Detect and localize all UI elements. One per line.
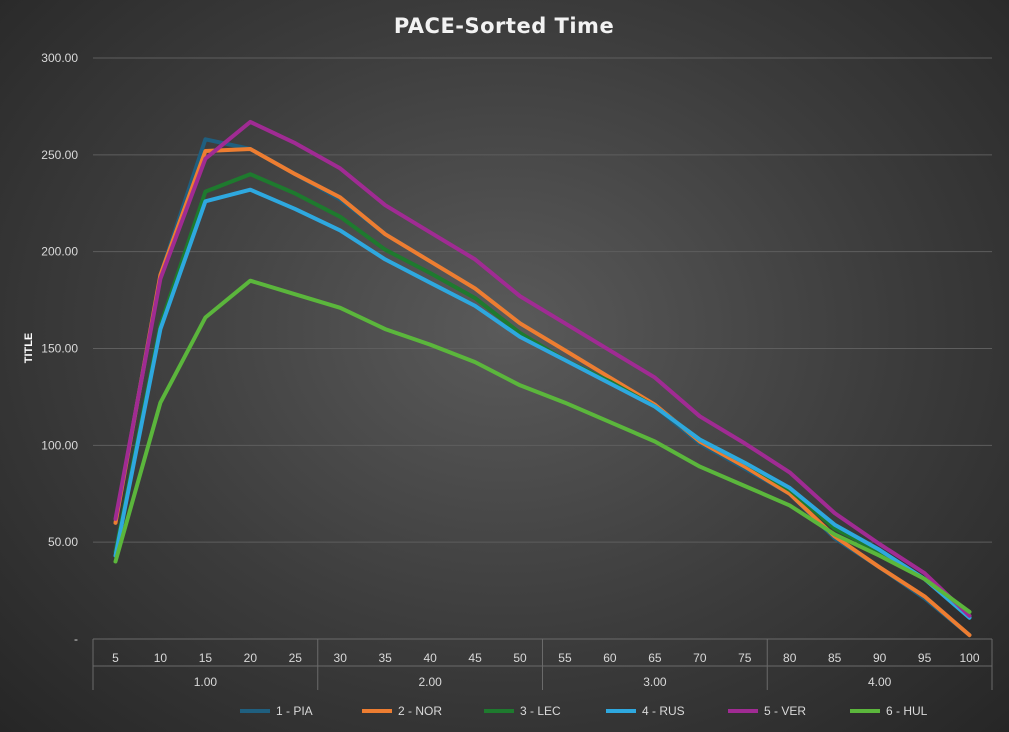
legend: 1 - PIA 2 - NOR 3 - LEC 4 - RUS 5 - VER 6 - H… <box>240 704 928 718</box>
y-tick-label: - <box>74 632 78 646</box>
x-tick-label: 10 <box>154 651 168 665</box>
x-group-label: 1.00 <box>194 675 218 689</box>
legend-label: 1 - PIA <box>276 704 313 718</box>
x-tick-label: 5 <box>112 651 119 665</box>
x-tick-label: 75 <box>738 651 752 665</box>
x-tick-label: 70 <box>693 651 707 665</box>
x-group-label: 4.00 <box>868 675 892 689</box>
y-tick-label: 300.00 <box>41 51 78 65</box>
x-tick-label: 45 <box>468 651 482 665</box>
x-tick-label: 100 <box>960 651 980 665</box>
x-group-label: 2.00 <box>418 675 442 689</box>
x-tick-label: 80 <box>783 651 797 665</box>
x-tick-label: 65 <box>648 651 662 665</box>
x-tick-label: 25 <box>289 651 303 665</box>
y-tick-label: 50.00 <box>48 535 78 549</box>
series-line-5 <box>113 119 972 618</box>
chart-title: PACE-Sorted Time <box>394 14 614 38</box>
y-axis-label: TITLE <box>23 333 35 364</box>
legend-label: 4 - RUS <box>642 704 685 718</box>
x-tick-label: 50 <box>513 651 527 665</box>
x-tick-label: 20 <box>244 651 258 665</box>
legend-label: 3 - LEC <box>520 704 561 718</box>
x-tick-label: 95 <box>918 651 932 665</box>
legend-label: 6 - HUL <box>886 704 928 718</box>
x-group-label: 3.00 <box>643 675 667 689</box>
y-tick-label: 250.00 <box>41 148 78 162</box>
x-tick-label: 30 <box>334 651 348 665</box>
axes: - 50.00 100.00 150.00 200.00 250.00 300.00 5 10 1… <box>41 51 993 690</box>
x-tick-label: 90 <box>873 651 887 665</box>
x-tick-label: 15 <box>199 651 213 665</box>
series-line-6 <box>113 278 972 614</box>
y-tick-label: 100.00 <box>41 438 78 452</box>
series-line-4 <box>113 187 972 620</box>
x-tick-label: 55 <box>558 651 572 665</box>
series-line-1 <box>113 137 972 638</box>
y-tick-label: 200.00 <box>41 245 78 259</box>
x-tick-label: 40 <box>423 651 437 665</box>
x-tick-label: 35 <box>378 651 392 665</box>
series-lines <box>113 119 972 638</box>
y-tick-label: 150.00 <box>41 342 78 356</box>
x-tick-label: 60 <box>603 651 617 665</box>
x-tick-label: 85 <box>828 651 842 665</box>
legend-label: 2 - NOR <box>398 704 442 718</box>
legend-label: 5 - VER <box>764 704 806 718</box>
